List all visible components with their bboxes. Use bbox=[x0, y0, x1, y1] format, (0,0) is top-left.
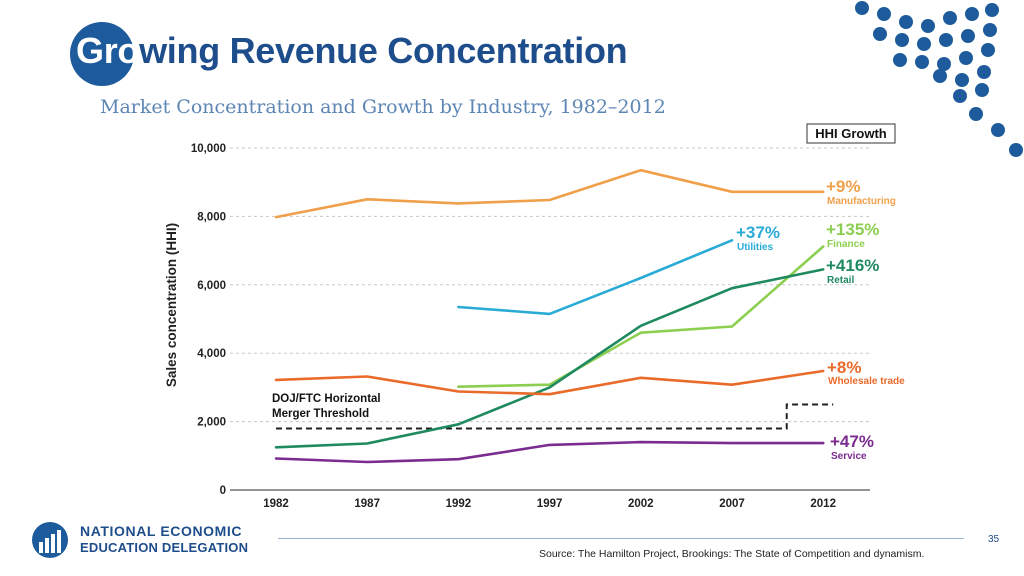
growth-label-retail: +416% bbox=[826, 256, 879, 275]
decorative-dot bbox=[953, 89, 967, 103]
decorative-dot bbox=[895, 33, 909, 47]
decorative-dot bbox=[921, 19, 935, 33]
series-line-wholesale bbox=[274, 369, 825, 396]
x-tick-label: 2007 bbox=[719, 498, 745, 510]
threshold-label-line2: Merger Threshold bbox=[272, 408, 369, 420]
industry-label-utilities: Utilities bbox=[737, 242, 774, 253]
growth-label-utilities: +37% bbox=[736, 223, 780, 242]
x-tick-label: 1992 bbox=[446, 498, 472, 510]
growth-label-finance: +135% bbox=[826, 220, 879, 239]
x-tick-label: 1982 bbox=[263, 498, 289, 510]
series-line-finance bbox=[457, 245, 825, 389]
decorative-dot bbox=[1009, 143, 1023, 157]
decorative-dot bbox=[975, 83, 989, 97]
x-tick-label: 2012 bbox=[810, 498, 836, 510]
decorative-dot bbox=[981, 43, 995, 57]
decorative-dot bbox=[943, 11, 957, 25]
decorative-dot bbox=[873, 27, 887, 41]
ned-logo-icon bbox=[32, 522, 68, 558]
slide-title: Growing Revenue Concentration bbox=[76, 30, 628, 72]
decorative-dot bbox=[855, 1, 869, 15]
legend-title: HHI Growth bbox=[815, 126, 887, 141]
hhi-line-chart: 0 2,000 4,000 6,000 8,000 10,000 1982 1987 1992 1… bbox=[164, 123, 905, 510]
y-tick-label: 0 bbox=[220, 485, 226, 497]
y-tick-label: 6,000 bbox=[197, 280, 226, 292]
industry-label-wholesale: Wholesale trade bbox=[828, 376, 905, 387]
y-tick-label: 10,000 bbox=[191, 143, 226, 155]
org-name-line1: NATIONAL ECONOMIC bbox=[80, 523, 243, 539]
x-tick-label: 2002 bbox=[628, 498, 654, 510]
decorative-dot bbox=[969, 107, 983, 121]
growth-label-wholesale: +8% bbox=[827, 358, 862, 377]
slide-title-part2: wing Revenue Concentration bbox=[139, 30, 628, 71]
growth-label-service: +47% bbox=[830, 432, 874, 451]
decorative-dot bbox=[961, 29, 975, 43]
decorative-dot bbox=[955, 73, 969, 87]
slide-title-part1: Gro bbox=[76, 30, 140, 71]
footer-divider bbox=[278, 538, 964, 539]
industry-label-retail: Retail bbox=[827, 275, 854, 286]
growth-label-manufacturing: +9% bbox=[826, 177, 861, 196]
decorative-dot bbox=[917, 37, 931, 51]
decorative-dot bbox=[983, 23, 997, 37]
decorative-dot bbox=[977, 65, 991, 79]
series-line-utilities bbox=[457, 239, 734, 316]
org-name-line2: EDUCATION DELEGATION bbox=[80, 540, 249, 555]
industry-label-service: Service bbox=[831, 451, 867, 462]
decorative-dot-pattern bbox=[855, 1, 1023, 157]
merger-threshold-line bbox=[276, 403, 834, 430]
x-tick-label: 1987 bbox=[354, 498, 380, 510]
decorative-dot bbox=[937, 57, 951, 71]
y-axis-label: Sales concentration (HHI) bbox=[164, 223, 179, 387]
threshold-label-line1: DOJ/FTC Horizontal bbox=[272, 393, 381, 405]
decorative-dot bbox=[915, 55, 929, 69]
industry-label-finance: Finance bbox=[827, 239, 865, 250]
legend-title-box bbox=[806, 123, 896, 144]
decorative-dot bbox=[939, 33, 953, 47]
y-tick-label: 8,000 bbox=[197, 211, 226, 223]
series-line-service bbox=[274, 440, 825, 464]
decorative-dot bbox=[985, 3, 999, 17]
decorative-dot bbox=[893, 53, 907, 67]
decorative-dot bbox=[965, 7, 979, 21]
page-number: 35 bbox=[988, 534, 1000, 545]
x-tick-label: 1997 bbox=[537, 498, 563, 510]
source-citation: Source: The Hamilton Project, Brookings:… bbox=[539, 548, 925, 560]
y-tick-label: 2,000 bbox=[197, 417, 226, 429]
industry-label-manufacturing: Manufacturing bbox=[827, 196, 896, 207]
y-tick-label: 4,000 bbox=[197, 348, 226, 360]
decorative-dot bbox=[959, 51, 973, 65]
chart-title: Market Concentration and Growth by Indus… bbox=[100, 96, 666, 118]
series-line-retail bbox=[274, 268, 825, 449]
title-accent-circle bbox=[70, 22, 134, 86]
decorative-dot bbox=[877, 7, 891, 21]
decorative-dot bbox=[933, 69, 947, 83]
decorative-dot bbox=[991, 123, 1005, 137]
series-line-manufacturing bbox=[274, 168, 825, 219]
decorative-dot bbox=[899, 15, 913, 29]
